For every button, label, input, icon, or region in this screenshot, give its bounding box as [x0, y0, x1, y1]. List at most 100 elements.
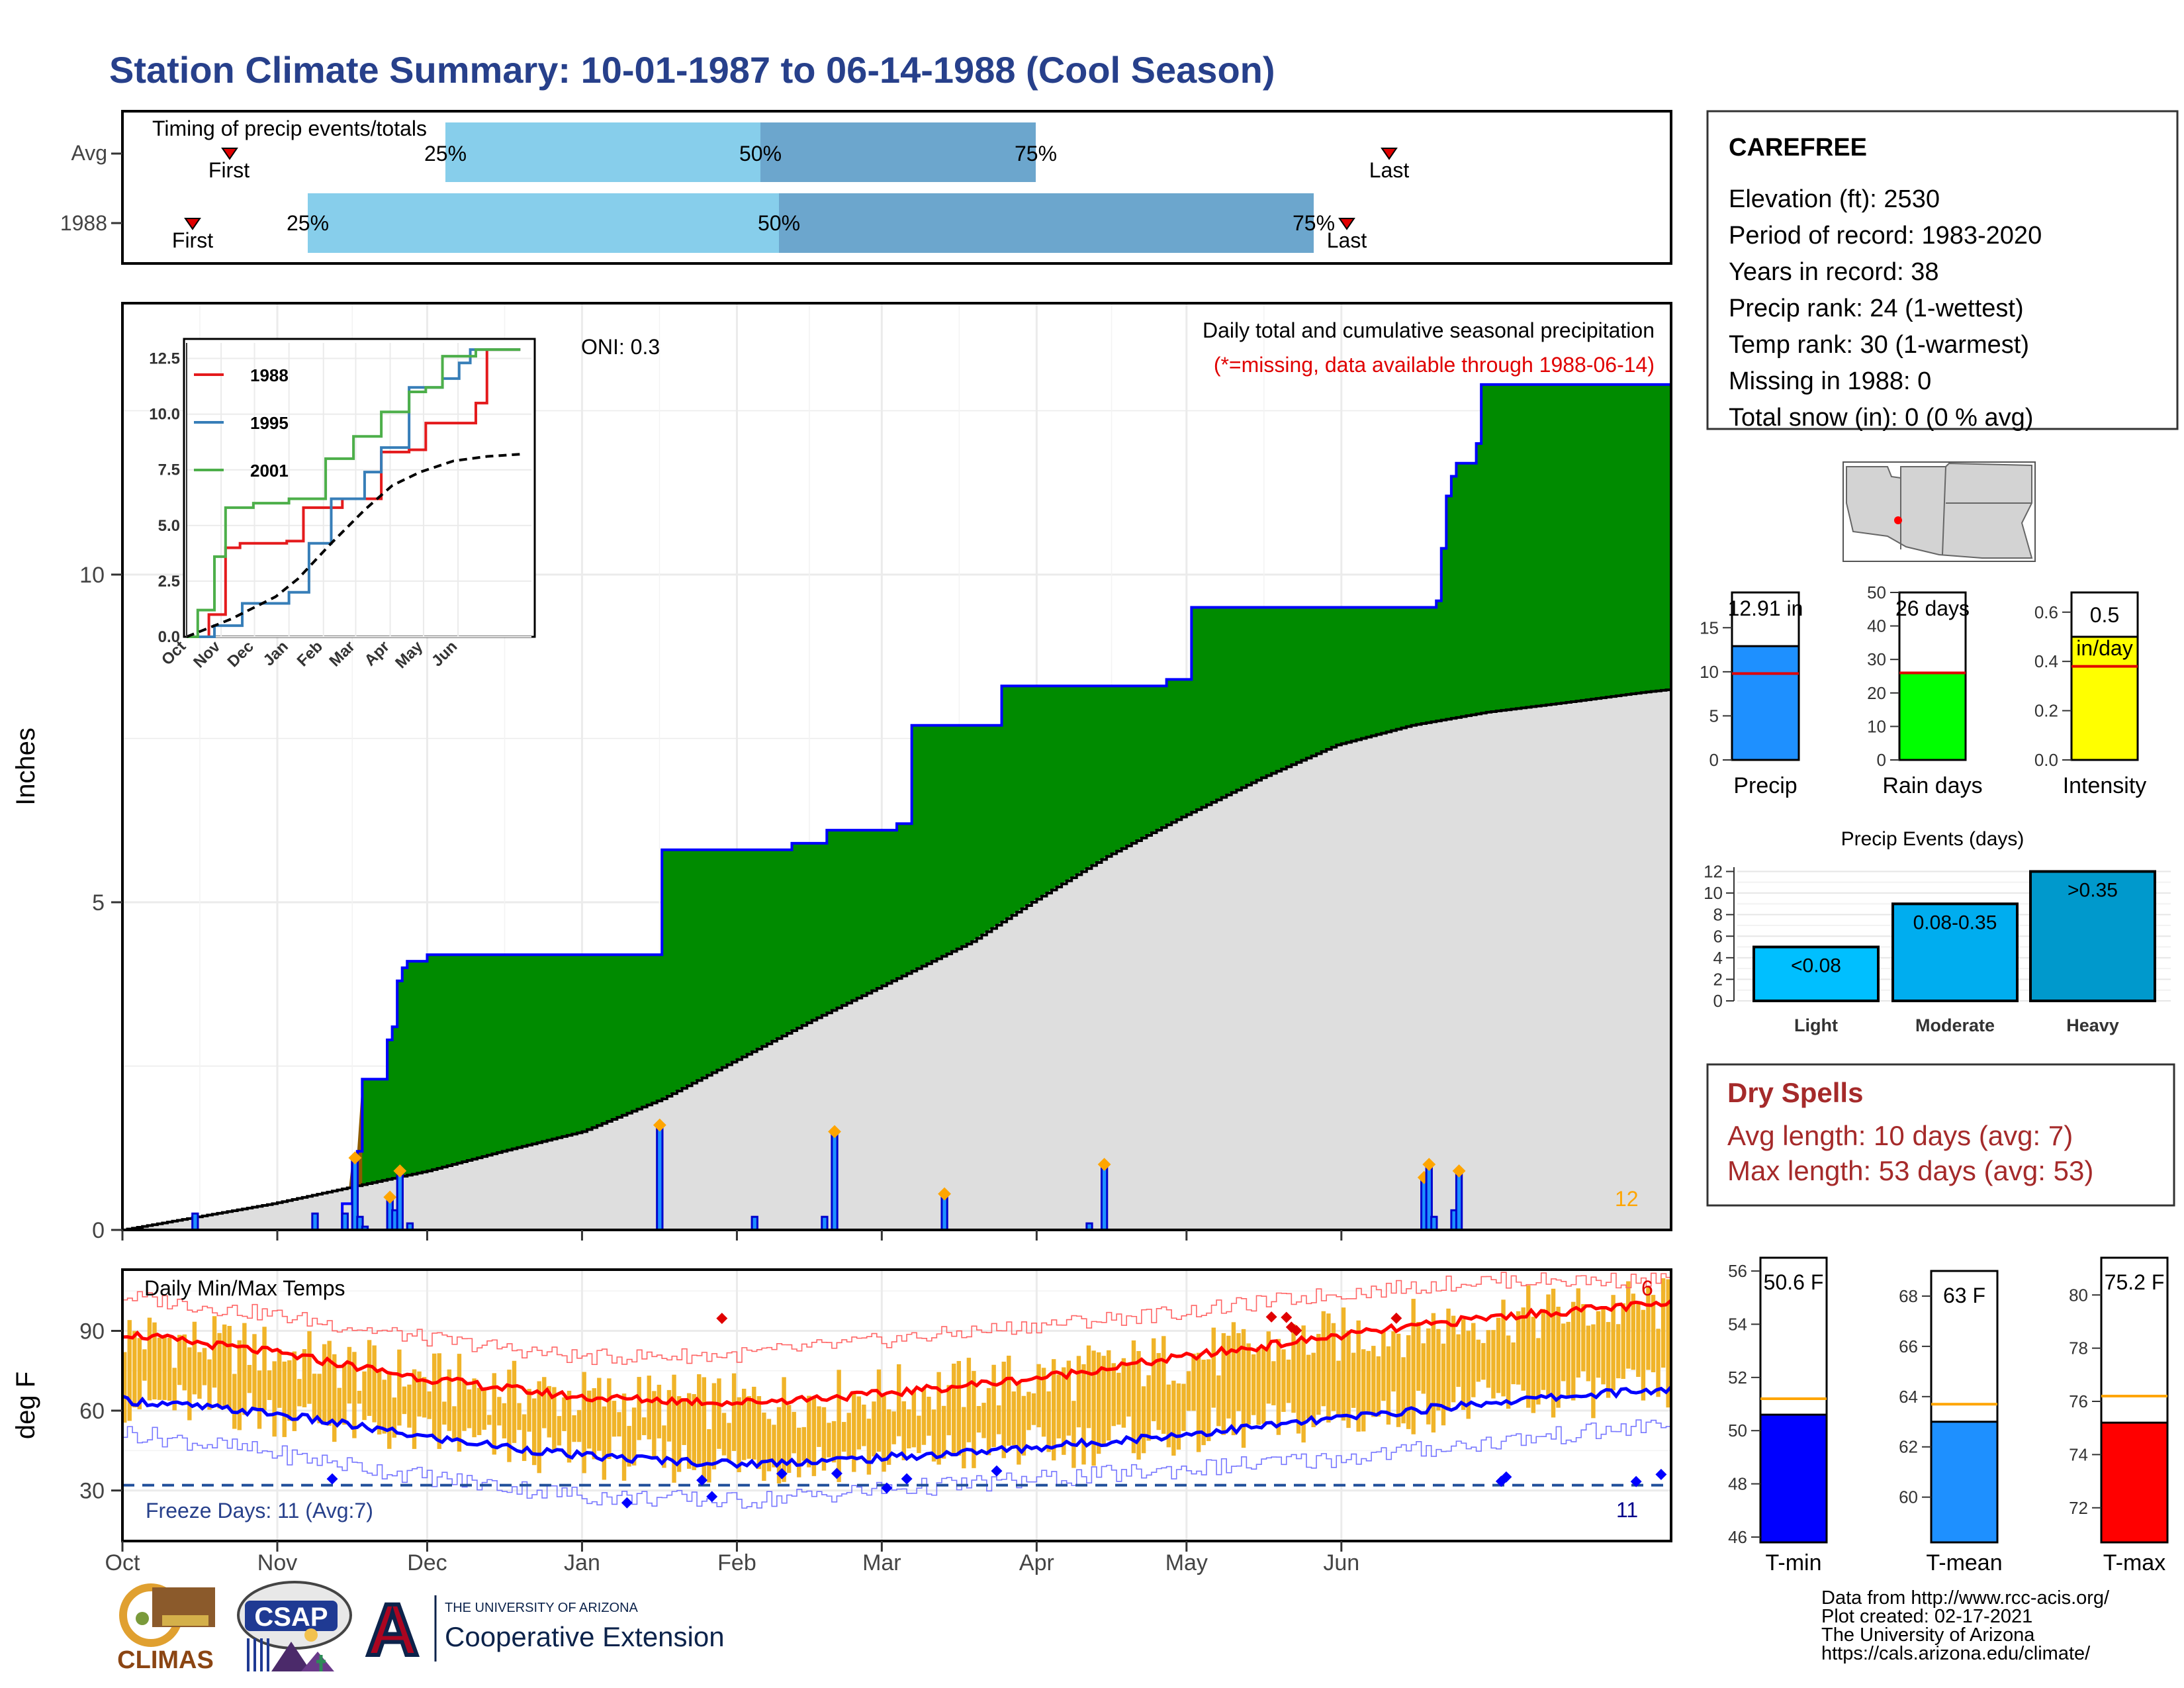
- temp-ytick-label: 30: [79, 1479, 105, 1504]
- daily-temp-bar: [1526, 1285, 1531, 1408]
- daily-temp-bar: [337, 1387, 341, 1424]
- daily-temp-bar: [707, 1429, 711, 1483]
- daily-temp-bar: [372, 1345, 377, 1423]
- daily-temp-bar: [312, 1374, 317, 1422]
- daily-precip-bar: [751, 1215, 758, 1231]
- daily-temp-bar: [652, 1391, 657, 1457]
- daily-temp-bar: [672, 1374, 676, 1483]
- timing-avg-last-marker: [1381, 148, 1398, 160]
- daily-temp-bar: [1326, 1313, 1331, 1423]
- dry-spells-avg: Avg length: 10 days (avg: 7): [1727, 1120, 2073, 1151]
- temp-bar-tick-label: 80: [2069, 1285, 2088, 1305]
- daily-temp-bar: [1651, 1295, 1656, 1373]
- daily-temp-bar: [737, 1397, 741, 1472]
- daily-temp-bar: [1431, 1313, 1436, 1432]
- daily-temp-bar: [547, 1385, 552, 1438]
- precip-event-category: Moderate: [1915, 1015, 1995, 1035]
- daily-temp-bar: [1241, 1329, 1246, 1448]
- daily-temp-bar: [572, 1415, 576, 1442]
- temp-ytick-label: 90: [79, 1319, 105, 1344]
- mini-bar-value: [1898, 671, 1967, 761]
- daily-temp-bar: [1341, 1307, 1346, 1421]
- daily-precip-bar: [831, 1131, 839, 1231]
- ua-logo-big-text: Cooperative Extension: [445, 1621, 725, 1652]
- timing-row-label-1988: 1988: [60, 211, 107, 235]
- timing-title: Timing of precip events/totals: [152, 117, 427, 140]
- freeze-day-marker: [1630, 1476, 1642, 1487]
- freeze-day-marker: [901, 1473, 913, 1485]
- daily-temp-bar: [1531, 1317, 1536, 1413]
- events-ytick-label: 2: [1713, 969, 1723, 989]
- temp-bar-tick-label: 72: [2069, 1498, 2088, 1518]
- daily-temp-bar: [497, 1397, 502, 1426]
- temp-bar-tick-label: 62: [1899, 1437, 1918, 1457]
- daily-temp-bar: [1311, 1352, 1316, 1428]
- daily-temp-bar: [192, 1321, 197, 1395]
- daily-temp-bar: [797, 1427, 801, 1477]
- daily-precip-marker: [938, 1187, 951, 1201]
- daily-temp-bar: [437, 1353, 441, 1449]
- temp-bar-tick-label: 78: [2069, 1338, 2088, 1358]
- daily-temp-bar: [1566, 1321, 1570, 1397]
- daily-temp-bar: [422, 1377, 427, 1418]
- freeze-day-marker: [831, 1468, 842, 1479]
- daily-temp-bar: [297, 1379, 302, 1407]
- precip-avg-cumulative-area: [122, 689, 1671, 1230]
- csap-logo[interactable]: CSAP: [237, 1581, 352, 1671]
- daily-temp-bar: [147, 1317, 152, 1401]
- precip-event-bar-label: >0.35: [2068, 880, 2118, 902]
- events-ytick-label: 10: [1704, 883, 1723, 903]
- daily-temp-bar: [132, 1331, 137, 1408]
- daily-temp-bar: [1521, 1307, 1525, 1391]
- daily-temp-bar: [792, 1411, 796, 1454]
- daily-temp-bar: [392, 1397, 397, 1438]
- daily-temp-bar: [557, 1416, 562, 1446]
- daily-temp-bar: [1386, 1346, 1391, 1425]
- daily-temp-bar: [1411, 1299, 1416, 1434]
- daily-temp-bar: [991, 1364, 996, 1448]
- daily-temp-bar: [1046, 1391, 1051, 1452]
- mini-bar-tick-label: 0.6: [2034, 602, 2058, 622]
- daily-temp-bar: [1581, 1304, 1586, 1372]
- daily-temp-bar: [262, 1327, 267, 1411]
- daily-temp-bar: [182, 1334, 187, 1391]
- temp-bar-value-text: 50.6 F: [1764, 1270, 1824, 1294]
- daily-temp-bar: [762, 1412, 766, 1481]
- daily-temp-bar: [921, 1388, 927, 1445]
- daily-temp-bar: [1017, 1382, 1021, 1465]
- daily-temp-bar: [607, 1378, 612, 1460]
- daily-temp-bar: [447, 1369, 452, 1431]
- temp-bar-tick-label: 66: [1899, 1336, 1918, 1356]
- credits: Data from http://www.rcc-acis.org/ Plot …: [1821, 1587, 2110, 1664]
- daily-temp-bar: [966, 1358, 972, 1442]
- daily-temp-bar: [986, 1387, 991, 1456]
- daily-temp-bar: [976, 1406, 981, 1433]
- daily-temp-bar: [837, 1370, 841, 1482]
- daily-temp-bar: [317, 1374, 322, 1424]
- daily-temp-bar: [917, 1415, 921, 1454]
- ua-cooperative-extension-logo[interactable]: A THE UNIVERSITY OF ARIZONA Cooperative …: [361, 1587, 725, 1673]
- daily-temp-bar: [1636, 1303, 1641, 1378]
- daily-temp-bar: [1376, 1356, 1381, 1417]
- mini-bar-tick-label: 20: [1867, 683, 1886, 703]
- events-ytick-label: 12: [1704, 862, 1723, 882]
- temp-bar-t-max: 72 74 76 78 80 75.2 F T-max: [2069, 1256, 2169, 1575]
- mini-bar-value-text: 26 days: [1895, 596, 1970, 620]
- daily-temp-bar: [1476, 1339, 1481, 1382]
- daily-temp-bar: [1346, 1331, 1351, 1429]
- record-high-line: [122, 1272, 1672, 1366]
- dry-spells-max: Max length: 53 days (avg: 53): [1727, 1155, 2093, 1186]
- daily-temp-bar: [981, 1403, 986, 1438]
- daily-temp-bar: [387, 1372, 392, 1449]
- daily-temp-bar: [567, 1390, 572, 1463]
- mini-bar-intensity: 0.0 0.2 0.4 0.6 0.5 in/day Intensity: [2034, 591, 2146, 798]
- precip-ytick-label: 5: [92, 890, 105, 915]
- climas-logo[interactable]: CLIMAS: [117, 1583, 215, 1674]
- daily-temp-bar: [1211, 1327, 1216, 1408]
- temp-bar-tick-label: 56: [1728, 1261, 1747, 1281]
- daily-temp-bar: [811, 1397, 817, 1476]
- climas-logo-text: CLIMAS: [117, 1646, 214, 1674]
- daily-temp-bar: [452, 1406, 457, 1440]
- temp-panel: 30 60 90 Oct Nov Dec Jan Feb Mar Apr May Jun Daily…: [11, 1268, 1672, 1575]
- temp-bar-value: [2100, 1421, 2169, 1544]
